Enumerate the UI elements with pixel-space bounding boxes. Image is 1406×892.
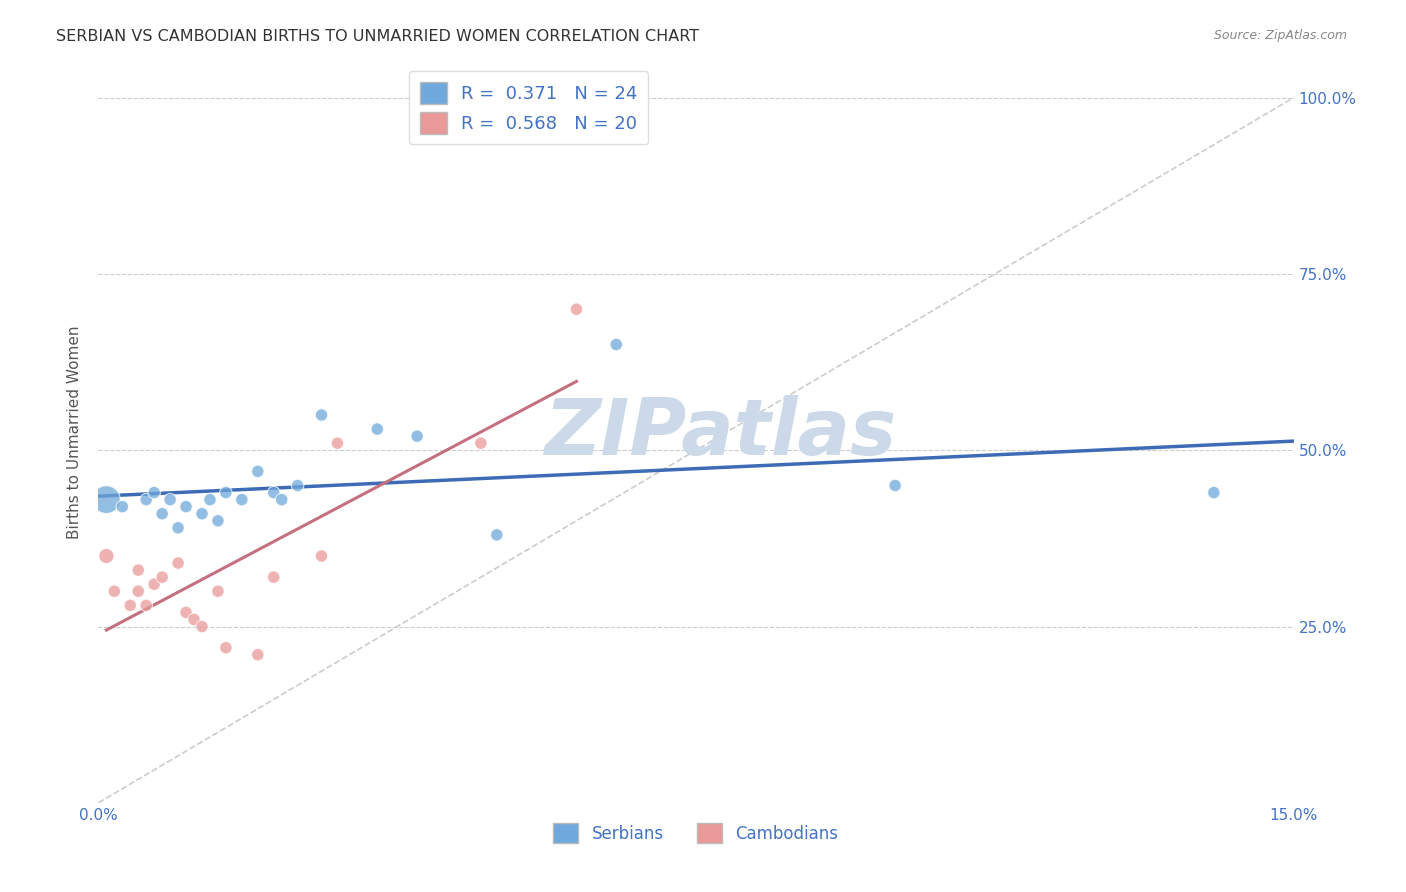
Point [159,492,181,507]
Point [143,485,166,500]
Point [135,599,157,613]
Text: SERBIAN VS CAMBODIAN BIRTHS TO UNMARRIED WOMEN CORRELATION CHART: SERBIAN VS CAMBODIAN BIRTHS TO UNMARRIED… [56,29,699,44]
Point [406,429,429,443]
Point [111,500,134,514]
Text: ZIPatlas: ZIPatlas [544,394,896,471]
Point [215,485,238,500]
Point [605,337,627,351]
Point [96,549,118,563]
Legend: Serbians, Cambodians: Serbians, Cambodians [547,816,845,850]
Point [231,492,253,507]
Y-axis label: Births to Unmarried Women: Births to Unmarried Women [67,326,83,540]
Point [103,584,125,599]
Point [366,422,388,436]
Point [1202,485,1225,500]
Point [263,570,285,584]
Point [167,556,190,570]
Point [150,570,173,584]
Point [270,492,292,507]
Point [565,302,588,317]
Point [135,492,157,507]
Point [96,492,118,507]
Point [884,478,907,492]
Point [174,606,197,620]
Point [150,507,173,521]
Point [191,619,214,633]
Point [207,584,229,599]
Point [167,521,190,535]
Point [198,492,221,507]
Point [120,599,142,613]
Point [326,436,349,450]
Text: Source: ZipAtlas.com: Source: ZipAtlas.com [1213,29,1347,42]
Point [143,577,166,591]
Point [246,648,269,662]
Point [485,528,508,542]
Point [470,436,492,450]
Point [311,549,333,563]
Point [311,408,333,422]
Point [263,485,285,500]
Point [215,640,238,655]
Point [127,584,149,599]
Point [127,563,149,577]
Point [246,464,269,478]
Point [183,612,205,626]
Point [191,507,214,521]
Point [287,478,309,492]
Point [174,500,197,514]
Point [207,514,229,528]
